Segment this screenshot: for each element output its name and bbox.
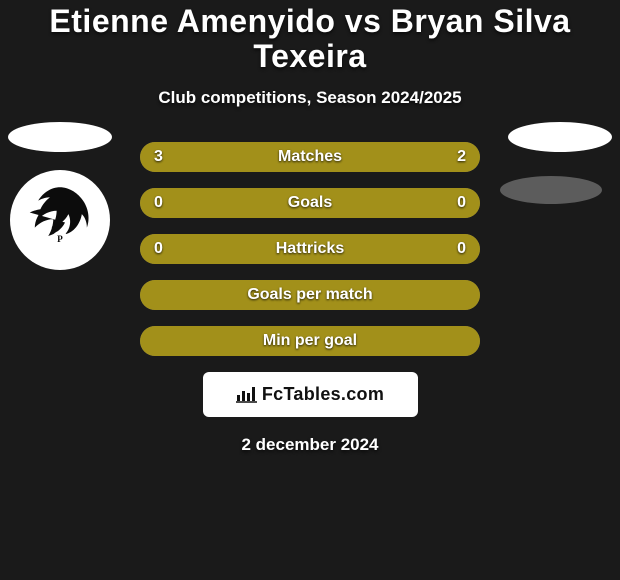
stat-bar-right — [310, 188, 480, 218]
eagle-crest-icon: P — [18, 176, 102, 265]
stat-row: 0 0 Hattricks — [140, 234, 480, 264]
stat-bar-left — [140, 188, 310, 218]
stat-label: Goals — [288, 194, 332, 212]
stat-value-right: 0 — [457, 194, 466, 212]
stat-value-left: 0 — [154, 240, 163, 258]
player-right-flag-placeholder — [508, 122, 612, 152]
player-right-club-placeholder — [500, 176, 602, 204]
comparison-title: Etienne Amenyido vs Bryan Silva Texeira — [0, 4, 620, 74]
comparison-subtitle: Club competitions, Season 2024/2025 — [0, 88, 620, 108]
stat-row: Goals per match — [140, 280, 480, 310]
stat-value-right: 0 — [457, 240, 466, 258]
bar-chart-icon — [236, 385, 258, 403]
stat-value-right: 2 — [457, 148, 466, 166]
stat-label: Hattricks — [276, 240, 344, 258]
stat-label: Matches — [278, 148, 342, 166]
stat-row: Min per goal — [140, 326, 480, 356]
svg-text:P: P — [57, 234, 63, 244]
stat-row: 3 2 Matches — [140, 142, 480, 172]
date-stamp: 2 december 2024 — [0, 435, 620, 455]
player-left-club-crest: P — [10, 170, 110, 270]
stat-label: Goals per match — [247, 286, 372, 304]
stat-label: Min per goal — [263, 332, 357, 350]
stats-rows: 3 2 Matches 0 0 Goals 0 0 Hattricks Goals per mat… — [140, 142, 480, 356]
player-left-flag-placeholder — [8, 122, 112, 152]
branding-text: FcTables.com — [262, 384, 384, 404]
branding-badge: FcTables.com — [203, 372, 418, 417]
stat-value-left: 3 — [154, 148, 163, 166]
stat-value-left: 0 — [154, 194, 163, 212]
stat-row: 0 0 Goals — [140, 188, 480, 218]
